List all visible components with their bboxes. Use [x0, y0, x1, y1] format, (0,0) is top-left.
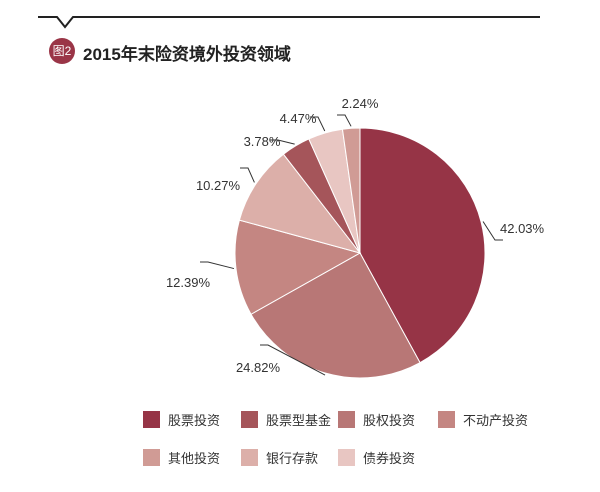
pie-slice[interactable]	[234, 219, 362, 315]
leader-line	[200, 261, 235, 270]
legend-swatch	[338, 411, 355, 428]
legend-item[interactable]: 银行存款	[241, 448, 318, 467]
legend-label: 股票型基金	[266, 413, 332, 428]
legend-label: 其他投资	[168, 451, 221, 466]
legend-item[interactable]: 债券投资	[338, 448, 415, 467]
legend-item[interactable]: 其他投资	[143, 448, 220, 467]
data-label: 42.03%	[500, 221, 545, 236]
legend-swatch	[143, 411, 160, 428]
legend-label: 股票投资	[168, 413, 221, 428]
data-label: 24.82%	[236, 360, 281, 375]
legend-swatch	[338, 449, 355, 466]
data-label: 12.39%	[166, 275, 211, 290]
data-label: 3.78%	[244, 134, 281, 149]
leader-line	[310, 116, 326, 132]
data-label: 4.47%	[280, 111, 317, 126]
legend-swatch	[241, 411, 258, 428]
legend-label: 银行存款	[266, 451, 319, 466]
pie-slice[interactable]	[238, 153, 362, 254]
legend-label: 股权投资	[363, 413, 416, 428]
legend-swatch	[438, 411, 455, 428]
pie-slice[interactable]	[341, 127, 361, 254]
leader-line	[337, 114, 352, 127]
legend-item[interactable]: 股票投资	[143, 410, 220, 429]
legend-item[interactable]: 不动产投资	[438, 410, 528, 429]
leader-line	[482, 221, 503, 241]
legend-label: 不动产投资	[463, 413, 529, 428]
data-label: 10.27%	[196, 178, 241, 193]
legend-label: 债券投资	[363, 451, 416, 466]
data-label: 2.24%	[342, 96, 379, 111]
legend-item[interactable]: 股票型基金	[241, 410, 331, 429]
legend-swatch	[241, 449, 258, 466]
leader-line	[260, 344, 326, 376]
header-rule	[38, 16, 540, 29]
pie-slice[interactable]	[250, 252, 421, 379]
leader-line	[240, 167, 255, 183]
figure-badge: 图2	[49, 38, 75, 64]
legend-item[interactable]: 股权投资	[338, 410, 415, 429]
leader-line	[270, 139, 295, 145]
pie-slice[interactable]	[359, 127, 486, 364]
chart-title: 2015年末险资境外投资领域	[83, 45, 291, 64]
legend-swatch	[143, 449, 160, 466]
